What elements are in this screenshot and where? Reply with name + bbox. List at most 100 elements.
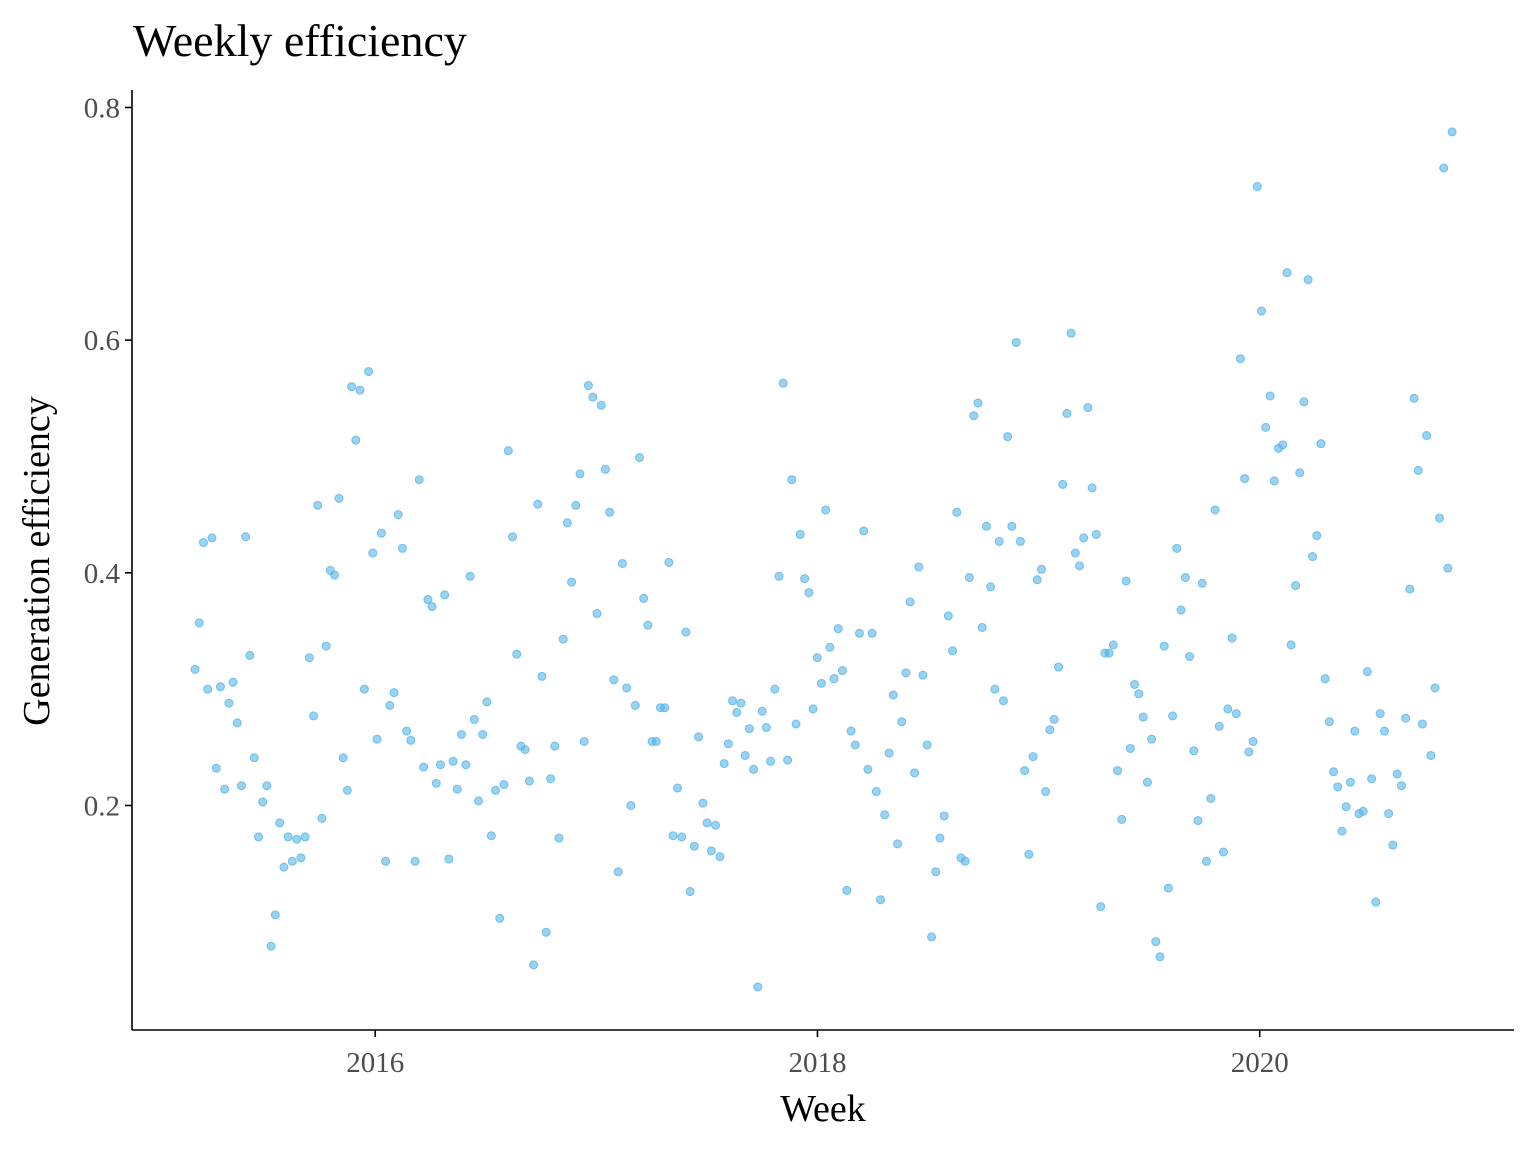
point [643, 620, 653, 630]
point [829, 674, 839, 684]
point [1350, 726, 1360, 736]
point [486, 831, 496, 841]
point [1032, 575, 1042, 585]
point [901, 668, 911, 678]
point [1003, 432, 1013, 442]
point [342, 785, 352, 795]
point [499, 780, 509, 790]
point [888, 690, 898, 700]
point [372, 734, 382, 744]
point [622, 683, 632, 693]
point [194, 618, 204, 628]
point [1358, 806, 1368, 816]
point [1396, 781, 1406, 791]
point [253, 832, 263, 842]
point [215, 682, 225, 692]
point [1417, 719, 1427, 729]
point [279, 862, 289, 872]
point [914, 562, 924, 572]
point [220, 784, 230, 794]
point [685, 887, 695, 897]
point [990, 684, 1000, 694]
point [757, 706, 767, 716]
point [275, 818, 285, 828]
point [262, 781, 272, 791]
point [245, 650, 255, 660]
point [1235, 354, 1245, 364]
point [1113, 766, 1123, 776]
point [1278, 440, 1288, 450]
point [1227, 633, 1237, 643]
point [910, 768, 920, 778]
point [309, 711, 319, 721]
point [1066, 328, 1076, 338]
point [939, 811, 949, 821]
point [1070, 548, 1080, 558]
point [626, 800, 636, 810]
point [567, 577, 577, 587]
point [546, 774, 556, 784]
point [1074, 561, 1084, 571]
y-axis-title: Generation efficiency [16, 396, 58, 726]
point [406, 735, 416, 745]
point [1248, 736, 1258, 746]
point [1231, 709, 1241, 719]
point [473, 796, 483, 806]
point [1210, 505, 1220, 515]
point [609, 675, 619, 685]
point [1384, 809, 1394, 819]
point [482, 697, 492, 707]
point [927, 932, 937, 942]
point [1130, 679, 1140, 689]
point [1058, 479, 1068, 489]
point [1244, 747, 1254, 757]
point [1218, 847, 1228, 857]
point [524, 776, 534, 786]
point [300, 832, 310, 842]
point [1028, 752, 1038, 762]
point [774, 571, 784, 581]
point [1426, 750, 1436, 760]
point [1185, 652, 1195, 662]
point [1308, 552, 1318, 562]
point [1388, 840, 1398, 850]
point [859, 526, 869, 536]
point [1312, 531, 1322, 541]
point [998, 696, 1008, 706]
point [435, 760, 445, 770]
x-tick-label: 2020 [1231, 1047, 1289, 1079]
point [292, 834, 302, 844]
point [347, 382, 357, 392]
point [969, 411, 979, 421]
point [1159, 641, 1169, 651]
point [854, 628, 864, 638]
point [605, 507, 615, 517]
point [495, 913, 505, 923]
point [753, 982, 763, 992]
point [266, 941, 276, 951]
point [1138, 712, 1148, 722]
point [359, 684, 369, 694]
point [1252, 182, 1262, 192]
point [778, 378, 788, 388]
point [558, 634, 568, 644]
point [1405, 584, 1415, 594]
x-tick-label: 2016 [346, 1047, 404, 1079]
point [1269, 476, 1279, 486]
point [596, 400, 606, 410]
point [419, 762, 429, 772]
point [1409, 393, 1419, 403]
point [550, 741, 560, 751]
point [673, 783, 683, 793]
point [744, 724, 754, 734]
point [600, 464, 610, 474]
point [1333, 782, 1343, 792]
point [583, 380, 593, 390]
point [1282, 268, 1292, 278]
point [1197, 578, 1207, 588]
point [588, 392, 598, 402]
point [791, 719, 801, 729]
point [1155, 952, 1165, 962]
point [1434, 513, 1444, 523]
point [698, 798, 708, 808]
